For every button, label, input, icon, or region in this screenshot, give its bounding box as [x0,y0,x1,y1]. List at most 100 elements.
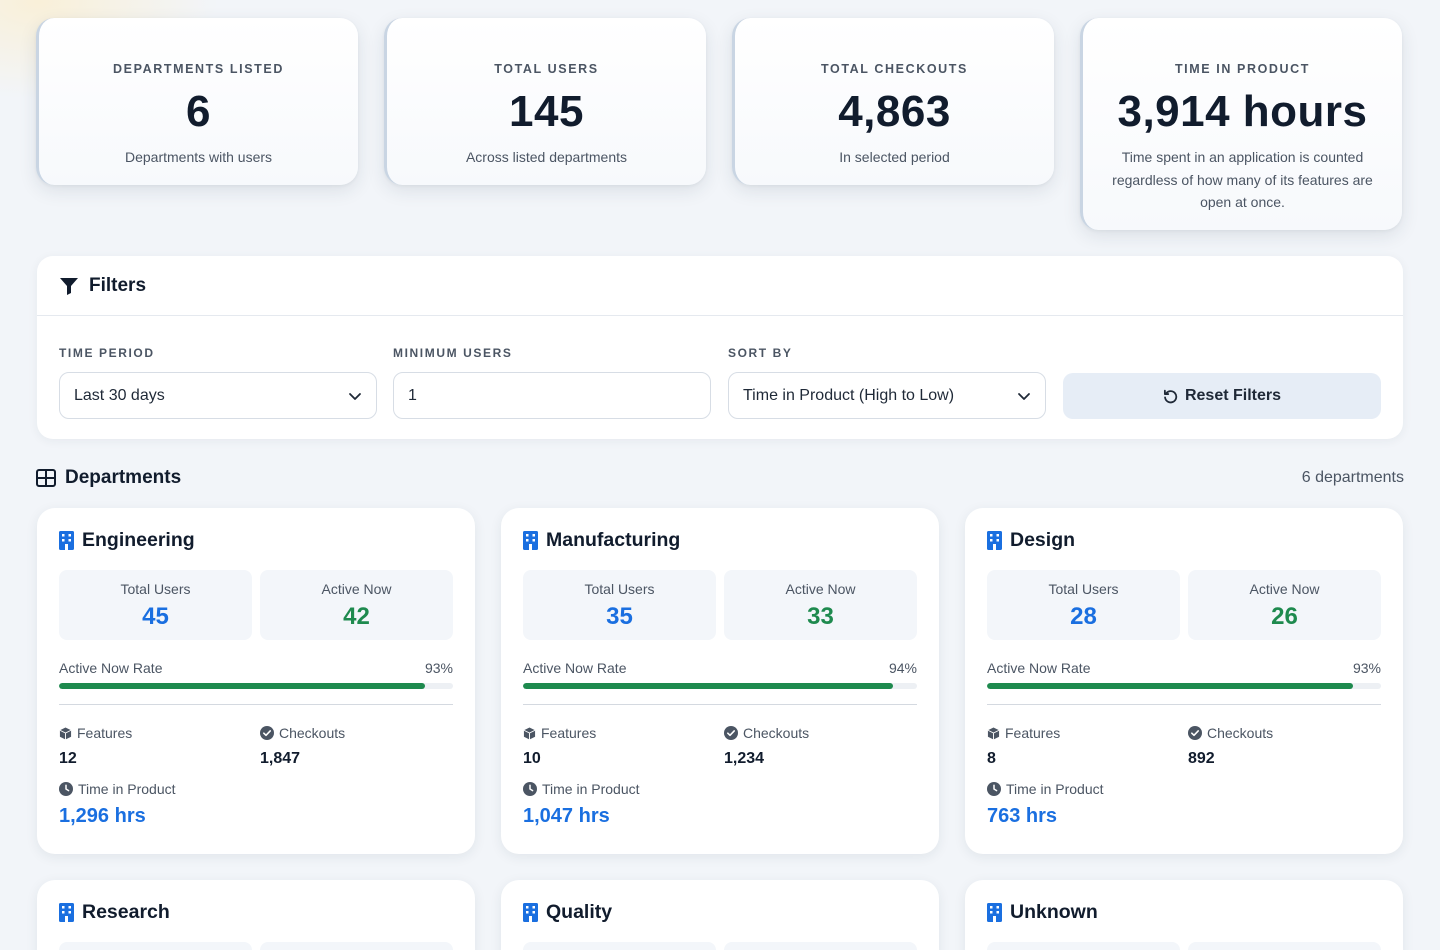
department-card-research[interactable]: Research [37,880,475,950]
reset-filters-button[interactable]: Reset Filters [1063,373,1381,419]
checkouts-meta: Checkouts [260,725,345,741]
time-in-product-value: 1,047 hrs [523,805,610,827]
stat-value: 3,914 hours [1117,87,1368,136]
stat-sub: Departments with users [124,149,273,165]
sort-by-select[interactable]: Time in Product (High to Low) [728,372,1046,419]
department-card-unknown[interactable]: Unknown [965,880,1403,950]
active-rate-percent: 94% [888,660,917,676]
department-card-quality[interactable]: Quality [501,880,939,950]
total-users-label: Total Users [584,581,655,597]
features-value: 12 [59,750,77,767]
active-rate-percent: 93% [424,660,453,676]
features-meta: Features [523,725,596,741]
time-period-group: TIME PERIOD Last 30 days [59,346,377,419]
building-icon [987,903,1002,922]
active-rate-bar [523,683,917,689]
stat-sub: In selected period [839,149,950,165]
active-rate-percent: 93% [1352,660,1381,676]
building-icon [523,903,538,922]
active-now-value: 33 [807,603,834,630]
reset-filters-label: Reset Filters [1184,387,1282,404]
time-period-value: Last 30 days [74,386,165,404]
time-in-product-value: 763 hrs [987,805,1058,827]
stat-label: TOTAL CHECKOUTS [821,62,968,76]
cube-icon [59,726,72,740]
total-users-box: Total Users 28 [987,570,1180,640]
clock-icon [987,782,1001,796]
checkouts-label: Checkouts [1207,725,1274,741]
min-users-label: MINIMUM USERS [393,346,513,360]
cube-icon [523,726,536,740]
checkouts-meta: Checkouts [724,725,809,741]
department-card-design[interactable]: Design Total Users 28 Active Now 26 Acti… [965,508,1403,854]
stat-card-time-in-product: TIME IN PRODUCT 3,914 hours Time spent i… [1080,18,1402,230]
active-rate-label: Active Now Rate [59,660,163,676]
active-rate-fill [523,683,894,689]
stats-row: DEPARTMENTS LISTED 6 Departments with us… [36,18,1404,233]
departments-header: Departments 6 departments [36,464,1404,492]
features-value: 10 [523,750,541,767]
time-in-product-label: Time in Product [1006,781,1104,797]
check-circle-icon [724,726,738,740]
active-now-box: Active Now 26 [1188,570,1381,640]
checkouts-value: 892 [1188,750,1215,767]
chevron-down-icon [1018,392,1030,400]
active-rate-label: Active Now Rate [523,660,627,676]
sort-by-label: SORT BY [728,346,793,360]
active-rate-fill [987,683,1354,689]
features-value: 8 [987,750,996,767]
features-label: Features [1005,725,1061,741]
time-period-label: TIME PERIOD [59,346,155,360]
department-card-engineering[interactable]: Engineering Total Users 45 Active Now 42… [37,508,475,854]
features-label: Features [77,725,133,741]
active-now-value: 26 [1271,603,1298,630]
active-now-label: Active Now [785,581,856,597]
checkouts-label: Checkouts [279,725,346,741]
department-card-manufacturing[interactable]: Manufacturing Total Users 35 Active Now … [501,508,939,854]
total-users-label: Total Users [1048,581,1119,597]
departments-title: Departments [65,467,182,488]
time-in-product-value: 1,296 hrs [59,805,146,827]
active-rate-fill [59,683,426,689]
active-now-box [1188,942,1381,950]
stat-card-departments: DEPARTMENTS LISTED 6 Departments with us… [36,18,358,185]
check-circle-icon [1188,726,1202,740]
stat-label: TOTAL USERS [494,62,599,76]
sort-by-group: SORT BY Time in Product (High to Low) [728,346,1046,419]
total-users-label: Total Users [120,581,191,597]
features-label: Features [541,725,597,741]
stat-value: 4,863 [838,87,951,136]
active-now-label: Active Now [1249,581,1320,597]
card-divider [59,704,453,705]
time-in-product-meta: Time in Product [987,781,1104,797]
total-users-value: 45 [142,603,169,630]
checkouts-label: Checkouts [743,725,810,741]
min-users-input[interactable]: 1 [393,372,711,419]
total-users-box [987,942,1180,950]
time-in-product-label: Time in Product [542,781,640,797]
active-rate-label: Active Now Rate [987,660,1091,676]
features-meta: Features [59,725,132,741]
time-in-product-label: Time in Product [78,781,176,797]
cube-icon [987,726,1000,740]
department-name: Quality [546,901,613,923]
departments-count: 6 departments [1301,469,1404,486]
building-icon [523,531,538,550]
checkouts-value: 1,847 [260,750,301,767]
active-now-value: 42 [343,603,370,630]
building-icon [59,903,74,922]
active-now-box [260,942,453,950]
card-divider [523,704,917,705]
min-users-value: 1 [408,386,417,404]
card-divider [987,704,1381,705]
sort-by-value: Time in Product (High to Low) [743,386,955,404]
total-users-value: 28 [1070,603,1097,630]
time-period-select[interactable]: Last 30 days [59,372,377,419]
stat-value: 145 [509,87,584,136]
time-in-product-meta: Time in Product [523,781,640,797]
filters-title: Filters [89,274,147,296]
checkouts-value: 1,234 [724,750,765,767]
department-name: Unknown [1010,901,1098,923]
department-name: Research [82,901,170,923]
filters-panel: Filters TIME PERIOD Last 30 days MINIMUM… [37,256,1403,439]
